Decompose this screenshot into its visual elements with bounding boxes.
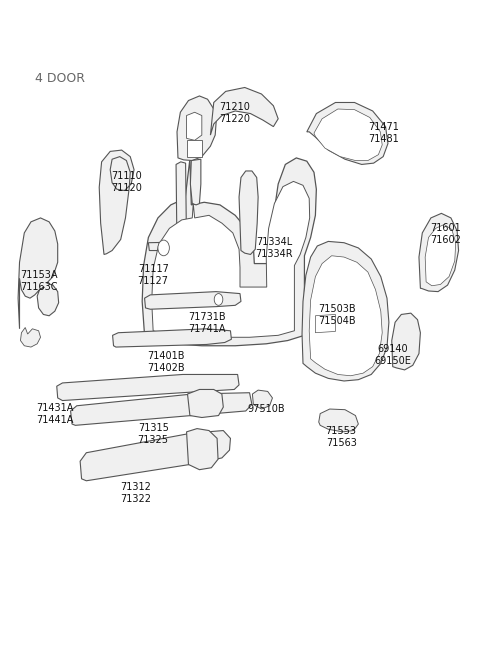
Text: 71731B
71741A: 71731B 71741A xyxy=(188,312,226,334)
Text: 71110
71120: 71110 71120 xyxy=(111,171,142,193)
Polygon shape xyxy=(419,214,458,291)
Polygon shape xyxy=(99,150,134,254)
Text: 71334L
71334R: 71334L 71334R xyxy=(255,238,293,259)
Polygon shape xyxy=(315,314,336,333)
Text: 71153A
71163C: 71153A 71163C xyxy=(20,270,58,292)
Polygon shape xyxy=(239,171,258,254)
Text: 71471
71481: 71471 71481 xyxy=(368,122,398,144)
Polygon shape xyxy=(187,140,202,157)
Polygon shape xyxy=(21,328,40,347)
Polygon shape xyxy=(425,225,456,286)
Text: 97510B: 97510B xyxy=(247,404,285,414)
Polygon shape xyxy=(188,390,223,417)
Polygon shape xyxy=(187,428,218,470)
Polygon shape xyxy=(392,313,420,370)
Polygon shape xyxy=(319,409,359,432)
Text: 71312
71322: 71312 71322 xyxy=(120,482,152,504)
Polygon shape xyxy=(307,102,388,164)
Circle shape xyxy=(158,240,169,255)
Polygon shape xyxy=(177,96,216,160)
Polygon shape xyxy=(314,109,382,160)
Text: 69140
69150E: 69140 69150E xyxy=(374,344,411,365)
Polygon shape xyxy=(302,242,389,381)
Polygon shape xyxy=(142,158,316,346)
Polygon shape xyxy=(80,430,230,481)
Polygon shape xyxy=(57,375,239,401)
Polygon shape xyxy=(210,88,278,135)
Text: 71315
71325: 71315 71325 xyxy=(138,422,168,445)
Text: 4 DOOR: 4 DOOR xyxy=(35,72,85,85)
Text: 71431A
71441A: 71431A 71441A xyxy=(36,403,73,424)
Polygon shape xyxy=(71,393,252,425)
Polygon shape xyxy=(113,329,231,347)
Polygon shape xyxy=(144,291,241,309)
Text: 71117
71127: 71117 71127 xyxy=(138,263,168,286)
Polygon shape xyxy=(18,218,59,329)
Text: 71601
71602: 71601 71602 xyxy=(430,223,461,245)
Polygon shape xyxy=(187,112,202,140)
Polygon shape xyxy=(309,255,382,376)
Text: 71553
71563: 71553 71563 xyxy=(325,426,357,448)
Circle shape xyxy=(214,293,223,305)
Text: 71401B
71402B: 71401B 71402B xyxy=(147,351,185,373)
Polygon shape xyxy=(176,162,187,250)
Polygon shape xyxy=(252,390,273,409)
Text: 71210
71220: 71210 71220 xyxy=(219,102,250,124)
Polygon shape xyxy=(152,181,310,337)
Text: 71503B
71504B: 71503B 71504B xyxy=(318,304,356,326)
Polygon shape xyxy=(148,242,212,251)
Polygon shape xyxy=(191,159,201,205)
